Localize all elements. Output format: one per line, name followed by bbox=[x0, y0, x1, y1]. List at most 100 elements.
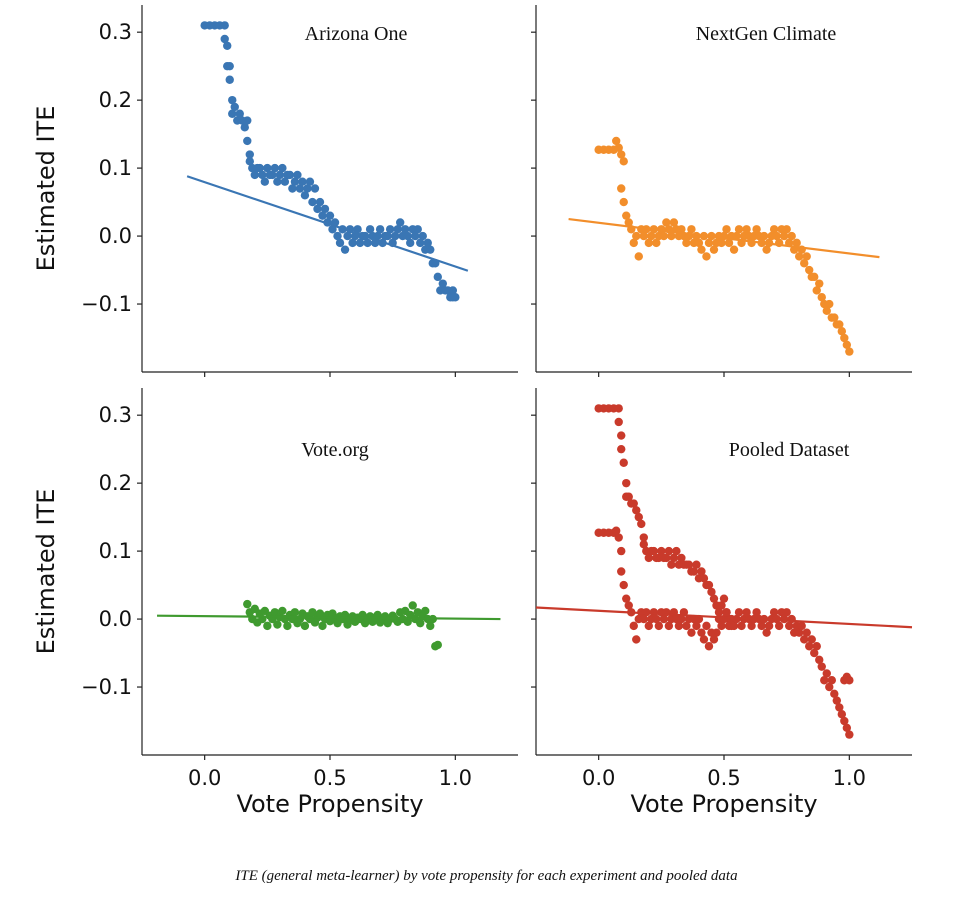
regression-line bbox=[535, 606, 913, 629]
data-point bbox=[619, 157, 628, 166]
data-point bbox=[448, 286, 458, 295]
data-point bbox=[722, 608, 731, 617]
data-point bbox=[263, 621, 272, 631]
data-point bbox=[644, 553, 653, 563]
data-point bbox=[375, 225, 385, 234]
data-point bbox=[825, 682, 834, 692]
data-point bbox=[817, 662, 826, 671]
regression-line bbox=[568, 217, 880, 259]
data-point bbox=[692, 560, 701, 569]
data-point bbox=[657, 546, 666, 556]
x-tick-label: 1.0 bbox=[439, 766, 472, 790]
data-point bbox=[659, 231, 669, 241]
data-point bbox=[845, 676, 854, 685]
y-axis-label: Estimated ITE bbox=[32, 489, 60, 655]
data-point bbox=[652, 614, 661, 624]
data-point bbox=[298, 177, 307, 186]
data-point bbox=[280, 177, 290, 186]
data-point bbox=[769, 608, 779, 617]
data-point bbox=[802, 252, 811, 261]
data-point bbox=[617, 567, 626, 576]
data-point bbox=[273, 620, 282, 629]
data-point bbox=[820, 676, 829, 685]
data-point bbox=[782, 225, 791, 234]
data-point bbox=[832, 696, 841, 705]
data-point bbox=[704, 642, 714, 651]
data-point bbox=[243, 599, 252, 609]
x-tick-label: 1.0 bbox=[833, 766, 866, 790]
data-point bbox=[403, 231, 412, 241]
data-point bbox=[699, 635, 709, 644]
data-point bbox=[840, 716, 849, 726]
data-point bbox=[225, 75, 234, 84]
data-point bbox=[825, 299, 834, 309]
data-point bbox=[228, 95, 237, 105]
data-point bbox=[692, 621, 701, 631]
data-point bbox=[230, 102, 239, 112]
data-point bbox=[622, 211, 631, 220]
data-point bbox=[822, 306, 831, 316]
data-point bbox=[762, 245, 771, 254]
data-point bbox=[667, 560, 676, 569]
data-point bbox=[812, 286, 821, 295]
data-point bbox=[662, 218, 671, 227]
data-point bbox=[652, 238, 661, 248]
data-point bbox=[677, 553, 686, 563]
data-point bbox=[717, 621, 726, 631]
data-point bbox=[315, 609, 325, 618]
data-point bbox=[619, 458, 628, 467]
data-point bbox=[395, 218, 405, 227]
data-point bbox=[805, 265, 814, 275]
data-point bbox=[612, 136, 621, 146]
data-point bbox=[300, 191, 310, 200]
data-point bbox=[629, 238, 638, 248]
data-point bbox=[689, 567, 699, 576]
data-point bbox=[228, 109, 237, 118]
data-point bbox=[365, 225, 375, 234]
data-point bbox=[729, 245, 739, 254]
data-point bbox=[433, 640, 442, 650]
data-point bbox=[637, 519, 646, 529]
data-point bbox=[722, 225, 731, 234]
data-point bbox=[732, 231, 741, 241]
data-point bbox=[403, 617, 412, 626]
data-point bbox=[416, 618, 425, 628]
data-point bbox=[363, 238, 372, 248]
data-point bbox=[624, 601, 633, 610]
data-point bbox=[835, 703, 844, 712]
data-point bbox=[687, 225, 696, 234]
data-point bbox=[243, 136, 252, 146]
panel-3: 0.3 0.2 0.1 0.0 −0.1 0.0 0.5 1.0 Estimated ITE Vo… bbox=[32, 388, 518, 818]
data-point bbox=[406, 238, 415, 248]
data-point bbox=[305, 177, 315, 186]
data-point bbox=[674, 621, 684, 631]
data-point bbox=[293, 170, 302, 180]
data-point bbox=[325, 211, 335, 220]
data-point bbox=[308, 608, 317, 617]
data-point bbox=[702, 621, 711, 631]
data-point bbox=[659, 614, 669, 624]
data-point bbox=[697, 567, 706, 576]
data-point bbox=[624, 492, 633, 501]
data-point bbox=[622, 478, 631, 488]
data-point bbox=[709, 245, 719, 254]
data-point bbox=[300, 621, 310, 631]
data-point bbox=[830, 689, 839, 699]
data-point bbox=[634, 512, 643, 522]
data-point bbox=[752, 608, 761, 617]
data-point bbox=[333, 231, 342, 241]
data-point bbox=[421, 606, 430, 616]
data-point bbox=[223, 41, 232, 50]
data-point bbox=[348, 238, 357, 248]
data-point bbox=[426, 245, 435, 254]
data-point bbox=[742, 225, 751, 234]
y-tick-label: 0.1 bbox=[99, 539, 132, 563]
data-point bbox=[313, 204, 322, 214]
data-point bbox=[669, 218, 679, 227]
x-tick-label: 0.5 bbox=[313, 766, 346, 790]
data-point bbox=[837, 710, 847, 719]
data-point bbox=[704, 580, 714, 590]
data-point bbox=[784, 621, 794, 631]
data-point bbox=[448, 293, 458, 302]
y-axis-label: Estimated ITE bbox=[32, 106, 60, 272]
